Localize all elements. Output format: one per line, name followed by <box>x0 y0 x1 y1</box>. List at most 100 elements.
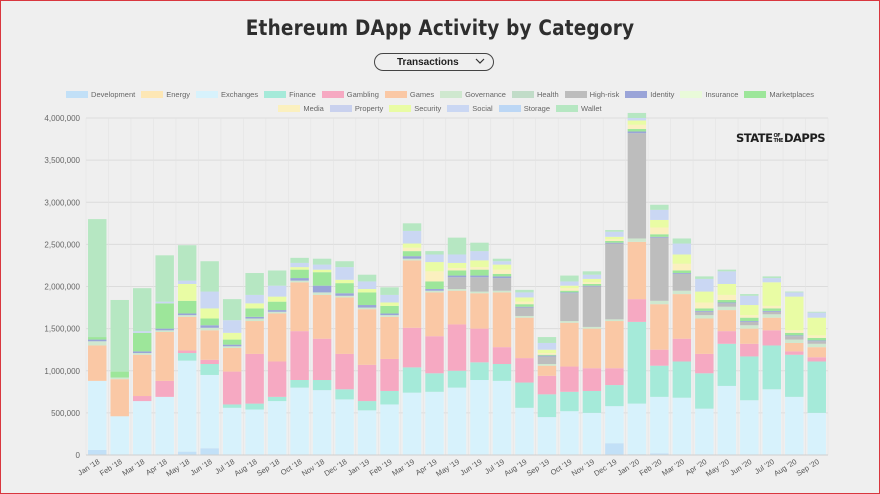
bar-segment[interactable] <box>650 365 669 397</box>
bar-segment[interactable] <box>402 256 422 259</box>
bar-segment[interactable] <box>222 299 242 321</box>
bar-segment[interactable] <box>290 280 309 283</box>
bar-segment[interactable] <box>717 271 737 284</box>
bar-segment[interactable] <box>335 279 354 284</box>
bar-segment[interactable] <box>650 349 669 366</box>
bar-segment[interactable] <box>695 308 714 311</box>
bar-segment[interactable] <box>762 282 782 306</box>
bar-segment[interactable] <box>807 312 826 318</box>
bar-segment[interactable] <box>515 292 534 298</box>
bar-segment[interactable] <box>537 353 557 355</box>
bar-segment[interactable] <box>582 326 602 329</box>
bar-segment[interactable] <box>627 118 647 121</box>
bar-segment[interactable] <box>672 397 692 455</box>
bar-segment[interactable] <box>447 289 467 291</box>
bar-segment[interactable] <box>785 292 804 297</box>
bar-segment[interactable] <box>807 317 826 336</box>
bar-segment[interactable] <box>785 335 804 337</box>
bar-segment[interactable] <box>695 373 714 409</box>
bar-segment[interactable] <box>177 280 197 284</box>
bar-segment[interactable] <box>807 343 826 348</box>
bar-segment[interactable] <box>717 385 737 455</box>
bar-segment[interactable] <box>312 292 332 295</box>
bar-segment[interactable] <box>110 416 129 455</box>
bar-segment[interactable] <box>560 290 579 293</box>
bar-segment[interactable] <box>650 396 669 454</box>
bar-segment[interactable] <box>627 403 647 455</box>
bar-segment[interactable] <box>425 289 444 291</box>
bar-segment[interactable] <box>537 349 557 354</box>
bar-segment[interactable] <box>200 330 219 360</box>
bar-segment[interactable] <box>447 277 467 290</box>
bar-segment[interactable] <box>492 276 512 279</box>
bar-segment[interactable] <box>740 305 759 316</box>
bar-segment[interactable] <box>650 236 669 238</box>
bar-segment[interactable] <box>402 260 422 328</box>
bar-segment[interactable] <box>740 343 759 357</box>
bar-segment[interactable] <box>672 243 692 255</box>
legend-item[interactable]: Health <box>511 90 559 99</box>
bar-segment[interactable] <box>695 311 714 316</box>
bar-segment[interactable] <box>425 251 444 255</box>
bar-segment[interactable] <box>672 290 692 295</box>
bar-segment[interactable] <box>132 396 152 402</box>
bar-segment[interactable] <box>357 289 377 293</box>
bar-segment[interactable] <box>762 278 782 283</box>
bar-segment[interactable] <box>605 443 624 455</box>
bar-segment[interactable] <box>245 294 264 304</box>
bar-segment[interactable] <box>672 294 692 339</box>
bar-segment[interactable] <box>110 379 129 417</box>
bar-segment[interactable] <box>177 353 197 361</box>
bar-segment[interactable] <box>290 387 309 455</box>
bar-segment[interactable] <box>312 269 332 273</box>
bar-segment[interactable] <box>245 303 264 309</box>
legend-item[interactable]: Security <box>389 104 441 113</box>
bar-segment[interactable] <box>88 449 107 455</box>
bar-segment[interactable] <box>222 320 242 333</box>
bar-segment[interactable] <box>312 264 332 270</box>
bar-segment[interactable] <box>492 278 512 291</box>
bar-segment[interactable] <box>132 353 152 355</box>
bar-segment[interactable] <box>290 331 309 381</box>
bar-segment[interactable] <box>650 300 669 305</box>
bar-segment[interactable] <box>560 366 579 392</box>
bar-segment[interactable] <box>402 230 422 244</box>
bar-segment[interactable] <box>605 236 624 240</box>
bar-segment[interactable] <box>222 371 242 405</box>
bar-segment[interactable] <box>88 219 107 338</box>
bar-segment[interactable] <box>492 290 512 293</box>
bar-segment[interactable] <box>402 247 422 252</box>
bar-segment[interactable] <box>222 332 242 340</box>
bar-segment[interactable] <box>785 330 804 333</box>
bar-segment[interactable] <box>470 267 489 270</box>
bar-segment[interactable] <box>200 261 219 292</box>
bar-segment[interactable] <box>605 406 624 444</box>
bar-segment[interactable] <box>357 364 377 402</box>
bar-segment[interactable] <box>155 301 174 304</box>
bar-segment[interactable] <box>200 364 219 375</box>
bar-segment[interactable] <box>537 356 557 365</box>
bar-segment[interactable] <box>605 319 624 322</box>
bar-segment[interactable] <box>470 277 489 292</box>
bar-segment[interactable] <box>335 283 354 294</box>
bar-segment[interactable] <box>290 282 309 332</box>
bar-segment[interactable] <box>380 313 399 316</box>
bar-segment[interactable] <box>740 315 759 318</box>
bar-segment[interactable] <box>200 291 219 309</box>
bar-segment[interactable] <box>740 317 759 322</box>
bar-segment[interactable] <box>492 261 512 265</box>
bar-segment[interactable] <box>762 330 782 346</box>
bar-segment[interactable] <box>650 453 669 455</box>
bar-segment[interactable] <box>717 294 737 300</box>
bar-segment[interactable] <box>110 377 129 380</box>
bar-segment[interactable] <box>762 311 782 315</box>
bar-segment[interactable] <box>200 359 219 365</box>
bar-segment[interactable] <box>717 331 737 344</box>
bar-segment[interactable] <box>470 293 489 329</box>
bar-segment[interactable] <box>492 380 512 455</box>
bar-segment[interactable] <box>402 367 422 393</box>
bar-segment[interactable] <box>155 328 174 331</box>
bar-segment[interactable] <box>582 412 602 456</box>
bar-segment[interactable] <box>470 328 489 363</box>
bar-segment[interactable] <box>537 375 557 395</box>
